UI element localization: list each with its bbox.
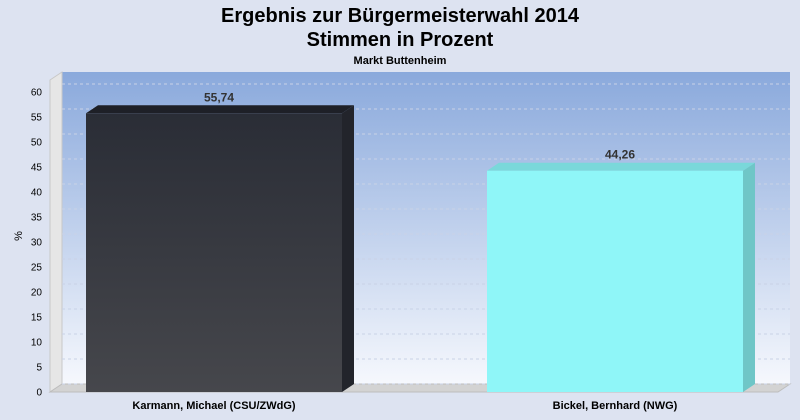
plot-area: 0 5 10 15 20 25 30 35 40 45 50 55 60% 55,74 Karmann, M… <box>13 71 792 412</box>
y-tick-label: 40 <box>31 188 43 199</box>
bar-side <box>743 162 755 392</box>
data-label: 55,74 <box>204 90 234 104</box>
y-tick-label: 25 <box>31 263 43 274</box>
y-tick-label: 60 <box>31 88 43 99</box>
data-label: 44,26 <box>605 148 635 162</box>
chart-caption: Markt Buttenheim <box>353 55 447 67</box>
y-tick-label: 15 <box>31 313 43 324</box>
y-tick-label: 30 <box>31 238 43 249</box>
y-tick-label: 20 <box>31 288 43 299</box>
x-category-label: Bickel, Bernhard (NWG) <box>553 400 678 412</box>
y-tick-label: 45 <box>31 163 43 174</box>
chart-title: Ergebnis zur Bürgermeisterwahl 2014 <box>221 5 579 27</box>
x-category-label: Karmann, Michael (CSU/ZWdG) <box>132 400 296 412</box>
bar-side <box>342 105 354 393</box>
bar-top <box>487 162 755 171</box>
y-tick-label: 55 <box>31 113 43 124</box>
left-wall <box>49 71 63 393</box>
bar <box>487 170 743 392</box>
y-tick-label: 50 <box>31 138 43 149</box>
y-tick-label: 0 <box>36 388 42 399</box>
y-tick-label: 35 <box>31 213 43 224</box>
bar-top <box>86 105 354 114</box>
chart-subtitle: Stimmen in Prozent <box>306 29 494 51</box>
y-axis-label: % <box>13 231 25 241</box>
y-tick-label: 5 <box>36 363 42 374</box>
bar <box>86 113 342 393</box>
y-tick-label: 10 <box>31 338 43 349</box>
